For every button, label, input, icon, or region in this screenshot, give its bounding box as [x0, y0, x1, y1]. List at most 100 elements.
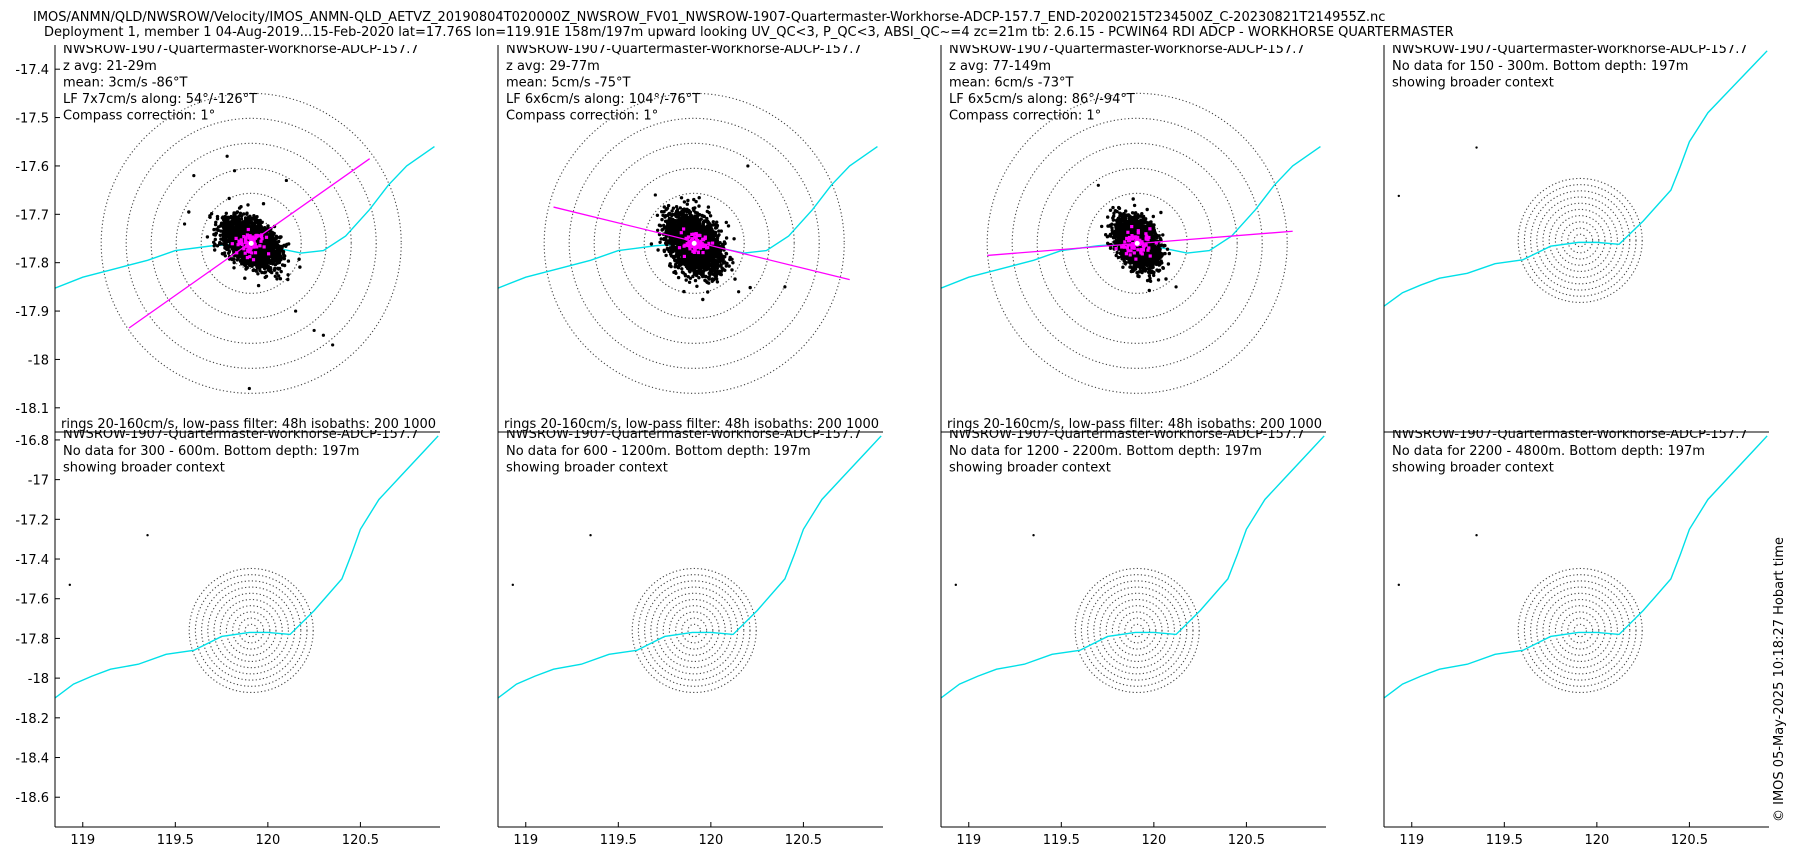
scatter-point: [252, 268, 256, 272]
scatter-point: [686, 275, 690, 279]
scatter-point: [276, 252, 281, 256]
scatter-point: [277, 274, 281, 278]
scatter-point: [680, 267, 684, 271]
scatter-point: [724, 236, 729, 240]
scatter-point: [254, 269, 258, 273]
scatter-point: [256, 262, 261, 266]
scatter-point: [715, 280, 720, 284]
lowpass-point: [259, 239, 263, 243]
scatter-outlier: [284, 178, 288, 183]
scatter-point: [664, 253, 668, 258]
scatter-point: [235, 210, 240, 214]
scatter-point: [719, 229, 723, 233]
scatter-point: [286, 273, 290, 277]
scatter-point: [225, 247, 229, 251]
lowpass-point: [244, 236, 248, 240]
lowpass-point: [242, 247, 246, 251]
lowpass-point: [239, 238, 243, 242]
y-tick-label: -18.1: [15, 402, 49, 417]
scatter-point: [261, 261, 265, 266]
panel-info-line: Compass correction: 1°: [63, 109, 215, 124]
scatter-point: [715, 220, 719, 224]
scatter-point: [676, 210, 680, 215]
scatter-point: [229, 222, 234, 226]
lowpass-point: [242, 235, 246, 239]
speed-ring: [643, 192, 745, 294]
scatter-point: [275, 255, 279, 259]
scatter-outlier: [331, 343, 335, 347]
scatter-point: [686, 198, 690, 203]
panel-info-line: LF 7x7cm/s along: 54°/-126°T: [63, 92, 257, 107]
scatter-point: [222, 251, 227, 255]
y-tick-label: -17.7: [15, 208, 49, 223]
scatter-point: [706, 290, 710, 294]
scatter-point: [232, 266, 236, 270]
scatter-point: [666, 203, 671, 208]
scatter-point: [248, 260, 252, 264]
panel-info-line: mean: 3cm/s -86°T: [63, 76, 187, 91]
scatter-point: [242, 254, 247, 259]
speed-ring: [100, 92, 402, 394]
scatter-point: [224, 211, 228, 215]
scatter-point: [714, 237, 718, 242]
scatter-point: [682, 200, 687, 204]
scatter-point: [662, 205, 666, 209]
scatter-point: [246, 215, 251, 220]
scatter-point: [678, 206, 682, 210]
y-tick-label: -17.9: [15, 305, 49, 320]
scatter-point: [679, 196, 684, 200]
scatter-point: [695, 284, 699, 288]
scatter-point: [692, 197, 696, 202]
scatter-point: [660, 210, 664, 214]
speed-ring: [568, 117, 820, 369]
speed-ring: [200, 192, 302, 294]
panel-title: NWSROW-1907-Quartermaster-Workhorse-ADCP…: [63, 42, 419, 57]
scatter-point: [719, 269, 724, 273]
lowpass-point: [244, 244, 248, 248]
scatter-point: [659, 237, 663, 241]
panel-1: rings 20-160cm/s, low-pass filter: 48h i…: [15, 42, 440, 433]
scatter-point: [683, 217, 687, 222]
scatter-point: [259, 224, 263, 229]
lowpass-point: [253, 251, 258, 255]
lowpass-point: [260, 237, 264, 241]
scatter-point: [241, 221, 245, 225]
scatter-point: [239, 214, 244, 218]
scatter-point: [699, 217, 703, 221]
scatter-point: [261, 202, 266, 206]
lowpass-point: [251, 235, 255, 239]
scatter-point: [212, 232, 216, 237]
scatter-point: [231, 245, 235, 250]
speed-ring: [543, 92, 845, 394]
scatter-point: [226, 215, 230, 219]
scatter-point: [715, 269, 719, 274]
y-tick-label: -17.4: [15, 63, 49, 78]
scatter-point: [695, 272, 699, 277]
scatter-point: [219, 221, 224, 225]
scatter-point: [213, 242, 217, 246]
scatter-point: [262, 240, 266, 244]
scatter-point: [724, 264, 728, 268]
lowpass-point: [255, 233, 259, 237]
scatter-point: [262, 266, 267, 271]
lowpass-point: [260, 233, 264, 237]
scatter-point: [685, 202, 689, 206]
scatter-point: [669, 224, 673, 228]
scatter-outlier: [192, 174, 196, 178]
scatter-point: [286, 277, 290, 282]
scatter-point: [187, 210, 191, 214]
scatter-point: [701, 274, 705, 279]
scatter-point: [727, 264, 731, 268]
scatter-outlier: [321, 333, 325, 337]
scatter-point: [697, 212, 702, 217]
scatter-point: [224, 224, 228, 228]
scatter-point: [245, 219, 249, 223]
scatter-point: [713, 223, 717, 227]
panel-info-line: z avg: 21-29m: [63, 59, 157, 74]
scatter-point: [267, 249, 271, 253]
figure-title-deployment: Deployment 1, member 1 04-Aug-2019...15-…: [44, 25, 1454, 40]
scatter-point: [714, 226, 718, 230]
scatter-outlier: [247, 386, 251, 391]
lowpass-point: [245, 233, 249, 237]
scatter-point: [671, 220, 675, 224]
